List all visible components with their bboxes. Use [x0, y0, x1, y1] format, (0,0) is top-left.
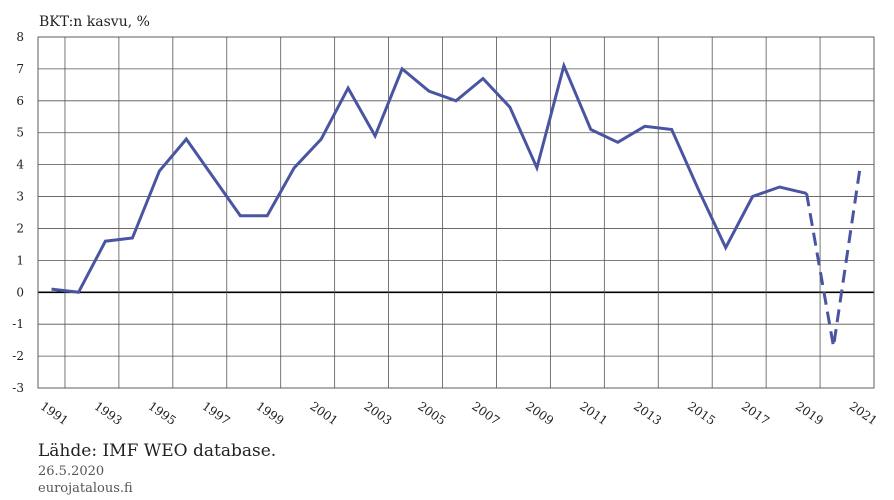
- x-axis-ticks: 1991 1993 1995 1997 1999 2001 2003 2005 2007 2009…: [38, 399, 880, 428]
- x-tick-label: 2017: [739, 399, 772, 428]
- x-tick-label: 2007: [469, 399, 502, 428]
- x-tick-label: 1999: [254, 399, 287, 428]
- y-tick-label: 6: [16, 94, 24, 108]
- x-tick-label: 2015: [685, 399, 718, 428]
- y-tick-label: 0: [16, 285, 24, 299]
- x-tick-label: 2003: [361, 399, 394, 428]
- y-tick-label: 1: [16, 253, 24, 267]
- y-tick-label: -1: [12, 317, 24, 331]
- y-axis-ticks: -3 -2 -1 0 1 2 3 4 5 6 7 8: [12, 30, 24, 395]
- series-lines: [51, 61, 862, 347]
- y-tick-label: 7: [16, 62, 24, 76]
- y-tick-label: 4: [16, 158, 24, 172]
- x-tick-label: 2021: [847, 399, 880, 428]
- site-name: eurojatalous.fi: [38, 481, 133, 496]
- gdp-growth-line: [51, 61, 807, 294]
- x-tick-label: 1997: [200, 399, 233, 428]
- y-tick-label: 5: [16, 126, 24, 140]
- plot-frame: [37, 36, 875, 389]
- source-note: Lähde: IMF WEO database.: [38, 441, 277, 461]
- x-tick-label: 2011: [577, 399, 610, 428]
- x-tick-label: 2013: [631, 399, 664, 428]
- x-tick-label: 1993: [92, 399, 125, 428]
- x-tick-label: 1995: [146, 399, 179, 428]
- x-tick-label: 1991: [38, 399, 71, 428]
- y-tick-label: 3: [16, 190, 24, 204]
- publish-date: 26.5.2020: [38, 464, 105, 479]
- x-tick-label: 2009: [523, 399, 556, 428]
- chart-title: BKT:n kasvu, %: [39, 14, 150, 30]
- x-tick-label: 2001: [307, 399, 340, 428]
- y-tick-label: -3: [12, 381, 24, 395]
- y-tick-label: -2: [12, 349, 24, 363]
- y-tick-label: 8: [16, 30, 24, 44]
- grid: [37, 36, 875, 389]
- forecast-line: [805, 164, 862, 347]
- x-tick-label: 2019: [793, 399, 826, 428]
- x-tick-label: 2005: [415, 399, 448, 428]
- y-tick-label: 2: [16, 221, 24, 235]
